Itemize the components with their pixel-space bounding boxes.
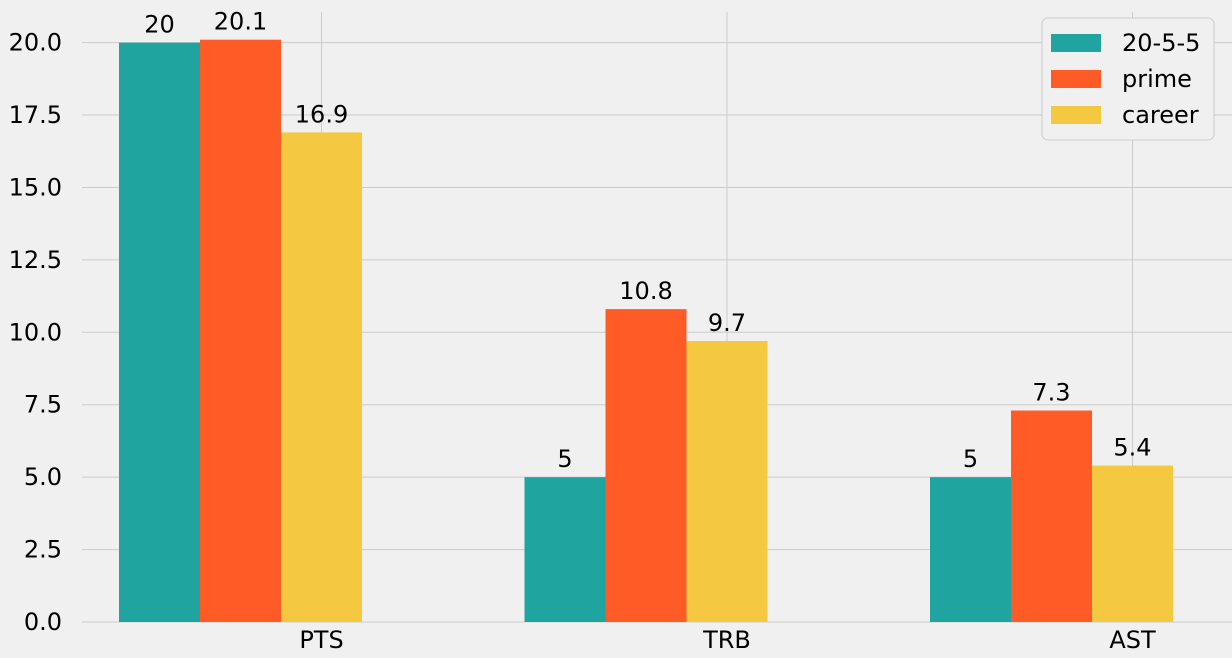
bar-prime-TRB (605, 309, 687, 622)
axes: 0.0 2.5 5.0 7.5 10.0 12.5 15.0 17.5 20.0 PTS TRB AS… (9, 29, 1156, 654)
data-labels: 20 5 5 20.1 10.8 7.3 16.9 9.7 5.4 (144, 8, 1151, 473)
y-tick-label: 5.0 (24, 463, 62, 491)
bar-career-AST (1092, 465, 1173, 622)
legend-label: career (1122, 101, 1199, 129)
data-label: 5.4 (1113, 434, 1151, 462)
bar-prime-AST (1011, 410, 1092, 622)
data-label: 7.3 (1032, 379, 1070, 407)
bar-career-PTS (281, 132, 362, 623)
y-tick-label: 20.0 (9, 29, 62, 57)
legend-swatch (1051, 70, 1101, 88)
data-label: 9.7 (708, 309, 746, 337)
data-label: 20 (144, 11, 175, 39)
y-tick-label: 10.0 (9, 318, 62, 346)
data-label: 5 (557, 445, 572, 473)
bar-prime-PTS (200, 39, 281, 622)
legend: 20-5-5 prime career (1041, 17, 1215, 141)
x-tick-label: PTS (299, 626, 343, 654)
y-tick-label: 2.5 (24, 536, 62, 564)
bar-career-TRB (686, 340, 768, 622)
y-tick-label: 15.0 (9, 173, 62, 201)
legend-label: 20-5-5 (1122, 29, 1200, 57)
legend-label: prime (1122, 65, 1192, 93)
bar-20-5-5-PTS (119, 42, 200, 623)
x-tick-label: AST (1109, 626, 1156, 654)
y-tick-label: 17.5 (9, 101, 62, 129)
bar-20-5-5-AST (930, 477, 1011, 622)
data-label: 5 (963, 445, 978, 473)
legend-swatch (1051, 106, 1101, 124)
data-label: 10.8 (619, 277, 672, 305)
data-label: 20.1 (214, 8, 267, 36)
y-tick-label: 0.0 (24, 608, 62, 636)
x-tick-label: TRB (702, 626, 751, 654)
legend-swatch (1051, 34, 1101, 52)
data-label: 16.9 (295, 100, 348, 128)
bars (119, 39, 1173, 623)
y-tick-label: 7.5 (24, 391, 62, 419)
y-tick-label: 12.5 (9, 246, 62, 274)
bar-20-5-5-TRB (524, 477, 606, 622)
